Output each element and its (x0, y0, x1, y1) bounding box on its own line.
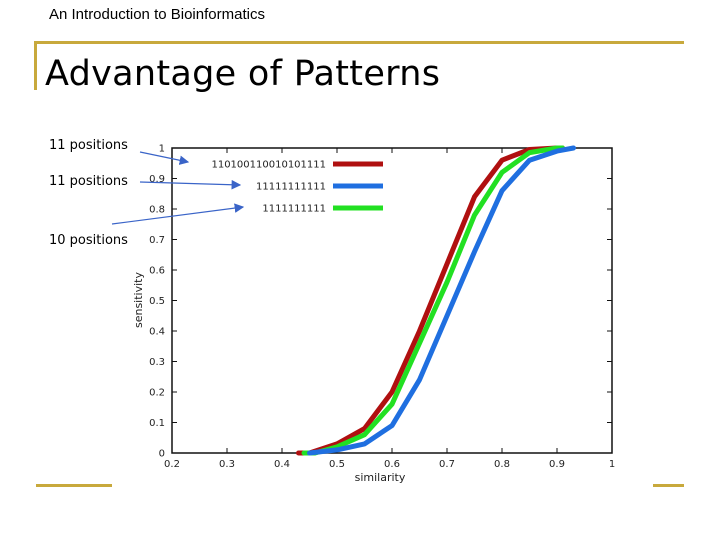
header-caption: An Introduction to Bioinformatics (49, 6, 265, 23)
annotation-label: 11 positions (49, 174, 128, 189)
annotation-arrow (139, 151, 190, 165)
frame-left-rule (34, 41, 37, 90)
y-tick-label: 0.5 (149, 296, 165, 307)
x-tick-label: 0.5 (329, 459, 345, 470)
annotation-arrow (139, 179, 242, 190)
annotation-label: 10 positions (49, 233, 128, 248)
y-tick-label: 0.9 (149, 174, 165, 185)
x-tick-label: 0.9 (549, 459, 565, 470)
legend-label: 1111111111 (262, 204, 326, 215)
y-tick-label: 0.6 (149, 266, 165, 277)
x-tick-label: 0.4 (274, 459, 290, 470)
y-tick-label: 0.1 (149, 418, 165, 429)
bottom-rule-left (36, 484, 112, 487)
x-tick-label: 0.6 (384, 459, 400, 470)
y-tick-label: 1 (159, 144, 165, 155)
series-line (307, 145, 576, 456)
x-tick-label: 0.8 (494, 459, 510, 470)
y-tick-label: 0.2 (149, 388, 165, 399)
x-tick-label: 0.2 (164, 459, 180, 470)
y-tick-label: 0.8 (149, 205, 165, 216)
slide-title: Advantage of Patterns (45, 54, 441, 94)
frame-top-rule (36, 41, 684, 44)
x-tick-label: 0.7 (439, 459, 455, 470)
series-line (296, 145, 565, 456)
x-tick-label: 0.3 (219, 459, 235, 470)
annotation-label: 11 positions (49, 138, 128, 153)
y-tick-label: 0 (159, 449, 165, 460)
annotation-arrow (111, 203, 245, 225)
y-tick-label: 0.7 (149, 235, 165, 246)
legend-label: 11111111111 (256, 182, 326, 193)
bottom-rule-right (653, 484, 684, 487)
x-tick-label: 1 (609, 459, 615, 470)
y-tick-label: 0.3 (149, 357, 165, 368)
y-axis-label: sensitivity (132, 272, 145, 329)
x-axis-label: similarity (355, 471, 406, 484)
legend-label: 110100110010101111 (211, 160, 326, 171)
y-tick-label: 0.4 (149, 327, 165, 338)
